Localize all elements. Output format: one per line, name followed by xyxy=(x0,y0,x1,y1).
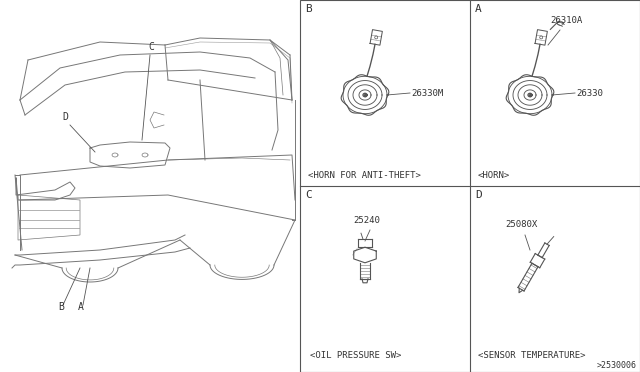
Text: C: C xyxy=(148,42,154,52)
Text: <OIL PRESSURE SW>: <OIL PRESSURE SW> xyxy=(310,351,401,360)
Text: 25080X: 25080X xyxy=(505,220,537,229)
Text: 26330: 26330 xyxy=(576,89,603,97)
Text: 25240: 25240 xyxy=(353,216,380,225)
Text: <HORN>: <HORN> xyxy=(478,171,510,180)
Bar xyxy=(300,0,640,372)
Text: D: D xyxy=(62,112,68,122)
Text: D: D xyxy=(475,190,482,200)
Text: B: B xyxy=(305,4,312,14)
Text: A: A xyxy=(78,302,84,312)
Text: 26330M: 26330M xyxy=(411,89,444,97)
Text: <SENSOR TEMPERATURE>: <SENSOR TEMPERATURE> xyxy=(478,351,586,360)
Text: A: A xyxy=(475,4,482,14)
Text: 26310A: 26310A xyxy=(550,16,582,25)
Text: <HORN FOR ANTI-THEFT>: <HORN FOR ANTI-THEFT> xyxy=(308,171,421,180)
Text: C: C xyxy=(305,190,312,200)
Text: B: B xyxy=(58,302,64,312)
Text: >2530006: >2530006 xyxy=(597,361,637,370)
